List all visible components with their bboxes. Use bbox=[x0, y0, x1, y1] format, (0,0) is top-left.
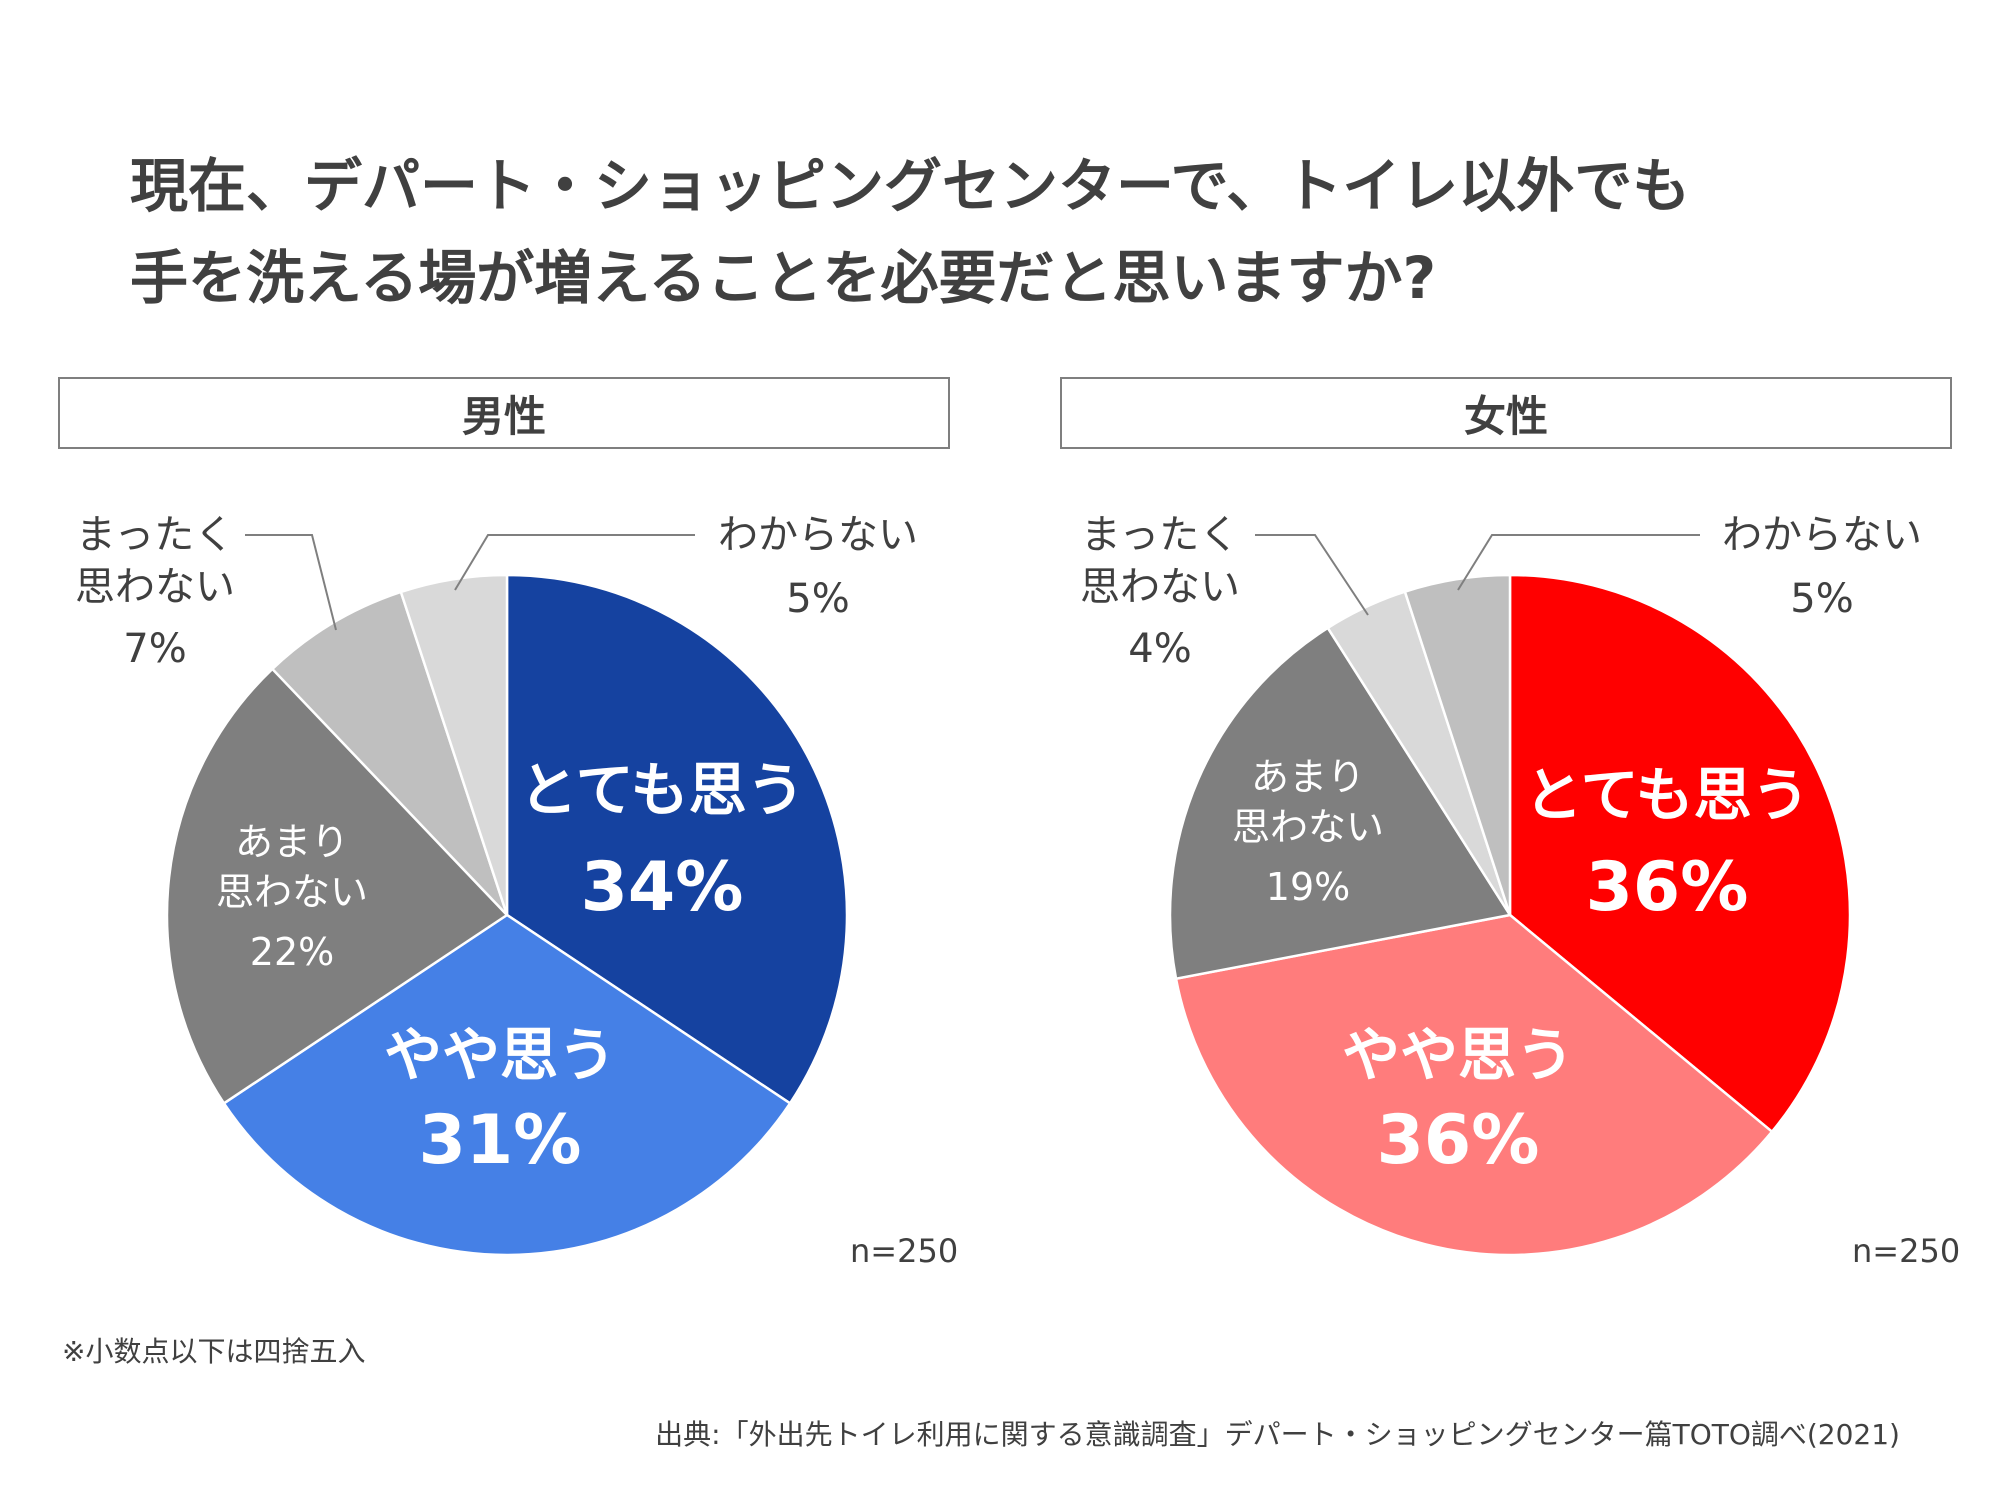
female-slice-4 bbox=[1403, 573, 1512, 916]
male-slice-category-3: 思わない bbox=[75, 564, 235, 610]
female-sample-size: n=250 bbox=[1852, 1232, 1961, 1270]
male-slice-1 bbox=[222, 913, 792, 1257]
female-slice-label-1: やや思う 36% bbox=[1342, 1021, 1574, 1180]
male-slice-category-3: まったく bbox=[76, 512, 234, 558]
female-slice-value-2: 19% bbox=[1266, 865, 1350, 909]
female-slice-category-1: やや思う bbox=[1342, 1021, 1574, 1089]
female-slice-1 bbox=[1174, 913, 1774, 1257]
male-slice-4 bbox=[399, 573, 509, 916]
female-slice-label-4: わからない 5% bbox=[1722, 512, 1922, 622]
female-slice-value-4: 5% bbox=[1790, 576, 1853, 622]
male-pie bbox=[165, 573, 849, 1257]
source-citation: 出典:「外出先トイレ利用に関する意識調査」デパート・ショッピングセンター篇TOT… bbox=[655, 1418, 1900, 1451]
male-slice-value-3: 7% bbox=[123, 626, 186, 672]
female-panel-header: 女性 bbox=[1060, 377, 1952, 449]
female-slice-category-0: とても思う bbox=[1524, 761, 1809, 829]
male-slice-category-2: あまり bbox=[235, 820, 349, 864]
male-slice-2 bbox=[165, 667, 509, 1106]
male-sample-size: n=250 bbox=[850, 1232, 959, 1270]
male-leader-line-4 bbox=[454, 534, 695, 591]
title-line-2: 手を洗える場が増えることを必要だと思いますか? bbox=[130, 244, 1437, 312]
female-leader-line-4 bbox=[1457, 534, 1700, 591]
female-pie bbox=[1168, 573, 1852, 1257]
female-slice-category-2: 思わない bbox=[1232, 805, 1384, 849]
male-slice-value-1: 31% bbox=[419, 1101, 582, 1180]
female-slice-0 bbox=[1508, 573, 1852, 1134]
female-slice-category-2: あまり bbox=[1251, 755, 1365, 799]
male-slice-category-1: やや思う bbox=[384, 1021, 616, 1089]
female-slice-category-4: わからない bbox=[1722, 512, 1922, 558]
female-slice-value-1: 36% bbox=[1377, 1101, 1540, 1180]
female-slice-category-3: まったく bbox=[1081, 512, 1239, 558]
male-slice-label-4: わからない 5% bbox=[718, 512, 918, 622]
title-line-1: 現在、デパート・ショッピングセンターで、トイレ以外でも bbox=[130, 152, 1691, 220]
female-slice-label-0: とても思う 36% bbox=[1524, 761, 1809, 927]
male-slice-category-0: とても思う bbox=[519, 756, 804, 824]
male-slice-category-2: 思わない bbox=[216, 870, 368, 914]
male-slice-category-4: わからない bbox=[718, 512, 918, 558]
male-slice-3 bbox=[270, 590, 509, 916]
male-slice-value-2: 22% bbox=[250, 930, 334, 974]
male-slice-value-0: 34% bbox=[581, 848, 744, 927]
male-panel-header: 男性 bbox=[58, 377, 950, 449]
female-slice-value-3: 4% bbox=[1128, 626, 1191, 672]
footnote: ※小数点以下は四捨五入 bbox=[62, 1335, 366, 1368]
male-slice-label-0: とても思う 34% bbox=[519, 756, 804, 927]
female-slice-2 bbox=[1168, 626, 1513, 981]
female-leader-line-3 bbox=[1255, 534, 1369, 616]
male-slice-label-1: やや思う 31% bbox=[384, 1021, 616, 1180]
female-slice-category-3: 思わない bbox=[1080, 564, 1240, 610]
female-slice-value-0: 36% bbox=[1586, 848, 1749, 927]
male-slice-value-4: 5% bbox=[786, 576, 849, 622]
male-leader-line-3 bbox=[245, 534, 337, 631]
page-title: 現在、デパート・ショッピングセンターで、トイレ以外でも 手を洗える場が増えること… bbox=[130, 140, 1910, 324]
